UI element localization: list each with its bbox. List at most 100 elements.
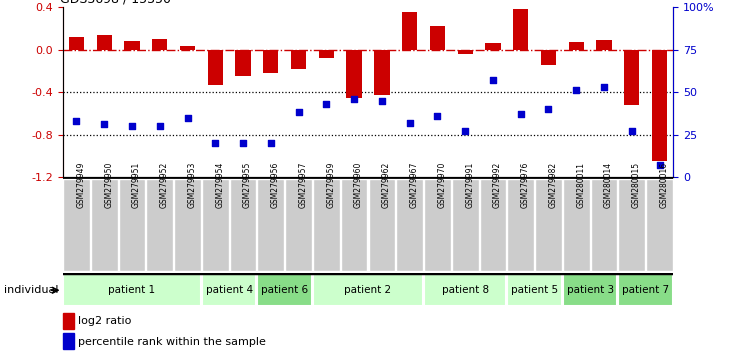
Text: patient 6: patient 6 bbox=[261, 285, 308, 295]
Point bbox=[404, 120, 416, 125]
Bar bbox=[313, 274, 423, 306]
Point bbox=[210, 140, 222, 146]
Bar bbox=[563, 274, 618, 306]
Text: patient 4: patient 4 bbox=[205, 285, 252, 295]
Text: GSM279962: GSM279962 bbox=[382, 161, 391, 208]
Bar bbox=[347, 50, 362, 98]
Bar bbox=[258, 179, 284, 271]
Text: GSM279950: GSM279950 bbox=[105, 161, 113, 208]
Bar bbox=[230, 179, 256, 271]
Point bbox=[237, 140, 249, 146]
Bar bbox=[96, 35, 112, 50]
Point bbox=[626, 128, 637, 134]
Bar bbox=[258, 274, 312, 306]
Text: GSM280015: GSM280015 bbox=[631, 161, 641, 208]
Bar bbox=[652, 50, 668, 161]
Bar bbox=[313, 179, 340, 271]
Point bbox=[154, 123, 166, 129]
Bar bbox=[63, 313, 74, 329]
Bar bbox=[63, 179, 90, 271]
Point bbox=[376, 98, 388, 103]
Text: GSM279956: GSM279956 bbox=[271, 161, 280, 208]
Text: patient 3: patient 3 bbox=[567, 285, 614, 295]
Point bbox=[654, 162, 665, 168]
Bar bbox=[396, 179, 423, 271]
Bar bbox=[569, 42, 584, 50]
Bar bbox=[424, 274, 506, 306]
Text: GSM279970: GSM279970 bbox=[437, 161, 447, 208]
Bar bbox=[591, 179, 618, 271]
Point bbox=[598, 84, 610, 90]
Point bbox=[126, 123, 138, 129]
Text: patient 1: patient 1 bbox=[108, 285, 155, 295]
Point bbox=[71, 118, 82, 124]
Point bbox=[320, 101, 332, 107]
Bar bbox=[236, 50, 251, 76]
Point bbox=[99, 121, 110, 127]
Bar bbox=[63, 333, 74, 349]
Bar bbox=[485, 43, 500, 50]
Bar bbox=[341, 179, 367, 271]
Text: GSM279967: GSM279967 bbox=[410, 161, 419, 208]
Bar bbox=[424, 179, 450, 271]
Text: GSM280016: GSM280016 bbox=[659, 161, 668, 208]
Text: GSM279982: GSM279982 bbox=[548, 161, 557, 208]
Point bbox=[570, 87, 582, 93]
Bar bbox=[369, 179, 395, 271]
Text: GSM279992: GSM279992 bbox=[493, 161, 502, 208]
Point bbox=[348, 96, 360, 102]
Text: GSM279949: GSM279949 bbox=[77, 161, 85, 208]
Text: GSM279991: GSM279991 bbox=[465, 161, 474, 208]
Bar bbox=[618, 274, 673, 306]
Point bbox=[182, 115, 194, 120]
Bar bbox=[646, 179, 673, 271]
Text: patient 5: patient 5 bbox=[511, 285, 558, 295]
Point bbox=[293, 110, 305, 115]
Text: GSM279955: GSM279955 bbox=[243, 161, 252, 208]
Bar bbox=[458, 50, 473, 54]
Bar bbox=[319, 50, 334, 58]
Point bbox=[487, 77, 499, 83]
Text: GSM279959: GSM279959 bbox=[326, 161, 336, 208]
Bar bbox=[68, 37, 84, 50]
Text: percentile rank within the sample: percentile rank within the sample bbox=[78, 337, 266, 347]
Bar bbox=[563, 179, 590, 271]
Bar bbox=[124, 41, 140, 50]
Bar bbox=[402, 12, 417, 50]
Bar bbox=[202, 179, 229, 271]
Text: GSM280011: GSM280011 bbox=[576, 162, 585, 208]
Bar bbox=[480, 179, 506, 271]
Point bbox=[265, 140, 277, 146]
Bar bbox=[146, 179, 173, 271]
Bar bbox=[180, 46, 195, 50]
Text: GSM279952: GSM279952 bbox=[160, 161, 169, 208]
Bar bbox=[202, 274, 256, 306]
Text: GSM279957: GSM279957 bbox=[299, 161, 308, 208]
Bar bbox=[535, 179, 562, 271]
Bar bbox=[63, 274, 201, 306]
Bar bbox=[152, 39, 167, 50]
Bar bbox=[618, 179, 645, 271]
Text: log2 ratio: log2 ratio bbox=[78, 316, 131, 326]
Bar bbox=[174, 179, 201, 271]
Text: GSM279954: GSM279954 bbox=[216, 161, 224, 208]
Text: GSM279953: GSM279953 bbox=[188, 161, 197, 208]
Bar bbox=[596, 40, 612, 50]
Point bbox=[431, 113, 443, 119]
Bar bbox=[507, 179, 534, 271]
Bar bbox=[208, 50, 223, 85]
Bar bbox=[452, 179, 478, 271]
Text: GSM280014: GSM280014 bbox=[604, 161, 613, 208]
Point bbox=[542, 106, 554, 112]
Text: GDS3698 / 15350: GDS3698 / 15350 bbox=[60, 0, 171, 6]
Bar bbox=[91, 179, 118, 271]
Bar bbox=[291, 50, 306, 69]
Bar bbox=[541, 50, 556, 65]
Bar bbox=[374, 50, 389, 95]
Text: GSM279951: GSM279951 bbox=[132, 161, 141, 208]
Text: patient 2: patient 2 bbox=[344, 285, 392, 295]
Point bbox=[515, 111, 527, 117]
Bar bbox=[430, 26, 445, 50]
Text: GSM279960: GSM279960 bbox=[354, 161, 363, 208]
Text: individual: individual bbox=[4, 285, 58, 295]
